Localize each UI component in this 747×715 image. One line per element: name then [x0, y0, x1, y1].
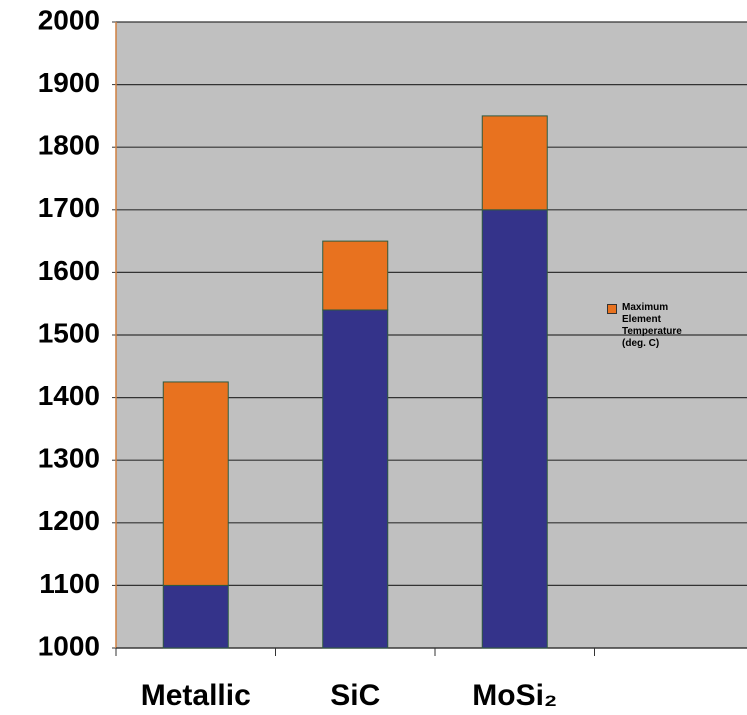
bar-segment: [162, 381, 229, 586]
y-tick-label: 1200: [38, 505, 100, 536]
y-tick-label: 1800: [38, 130, 100, 161]
y-tick-label: 1400: [38, 380, 100, 411]
y-tick-label: 1900: [38, 67, 100, 98]
y-tick-label: 1600: [38, 255, 100, 286]
bar-segment: [322, 309, 389, 649]
y-tick-label: 1300: [38, 443, 100, 474]
bar-segment: [481, 115, 548, 211]
y-tick-label: 1700: [38, 192, 100, 223]
y-tick-label: 1000: [38, 630, 100, 661]
y-tick-label: 2000: [38, 4, 100, 35]
bar-segment: [481, 209, 548, 649]
y-tick-label: 1100: [39, 568, 100, 599]
x-tick-label: SiC: [330, 679, 380, 712]
bar-segment: [322, 240, 389, 311]
y-tick-label: 1500: [38, 317, 100, 348]
legend-swatch: [607, 304, 617, 314]
legend-label: Maximum Element Temperature (deg. C): [622, 302, 682, 349]
legend: Maximum Element Temperature (deg. C): [607, 302, 717, 350]
bar-segment: [162, 584, 229, 649]
x-tick-label: MoSi₂: [472, 679, 557, 712]
x-tick-label: Metallic: [141, 679, 251, 712]
